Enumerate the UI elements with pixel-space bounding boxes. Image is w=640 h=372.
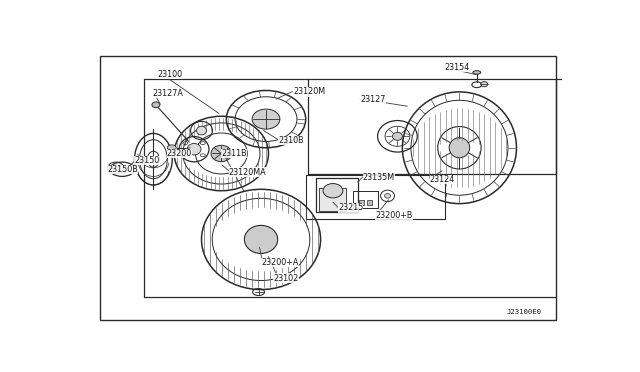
Circle shape [116, 166, 128, 173]
Ellipse shape [152, 102, 160, 108]
Text: 23120MA: 23120MA [229, 168, 266, 177]
Text: 23215: 23215 [338, 203, 364, 212]
Text: 2310B: 2310B [278, 136, 304, 145]
Bar [359, 200, 364, 205]
Text: 23120M: 23120M [293, 87, 325, 96]
Text: 23200+B: 23200+B [375, 211, 413, 219]
Text: 23127: 23127 [360, 94, 386, 103]
Text: 23150B: 23150B [108, 165, 138, 174]
Ellipse shape [244, 225, 278, 253]
Bar [353, 191, 378, 208]
Bar [367, 200, 372, 205]
Text: 23100: 23100 [157, 70, 182, 79]
Ellipse shape [187, 144, 201, 155]
Ellipse shape [196, 126, 207, 135]
Ellipse shape [473, 71, 481, 74]
Text: 23200: 23200 [167, 149, 192, 158]
Bar [319, 188, 346, 211]
Text: 23127A: 23127A [152, 89, 183, 98]
Text: 23124: 23124 [429, 175, 455, 184]
Ellipse shape [392, 132, 403, 140]
Ellipse shape [323, 183, 343, 198]
Ellipse shape [167, 145, 176, 151]
Ellipse shape [385, 193, 390, 198]
Text: 23154: 23154 [445, 63, 470, 72]
Ellipse shape [449, 138, 470, 158]
Text: J23100E0: J23100E0 [506, 310, 541, 315]
Text: 23150: 23150 [134, 156, 160, 165]
Text: 23102: 23102 [273, 273, 299, 283]
Text: 23200+A: 23200+A [261, 258, 298, 267]
Bar [316, 178, 358, 212]
Text: 2311B: 2311B [221, 149, 247, 158]
Ellipse shape [211, 145, 232, 162]
Ellipse shape [481, 81, 488, 87]
Text: 23135M: 23135M [363, 173, 395, 182]
Ellipse shape [112, 165, 119, 170]
Ellipse shape [252, 109, 280, 129]
